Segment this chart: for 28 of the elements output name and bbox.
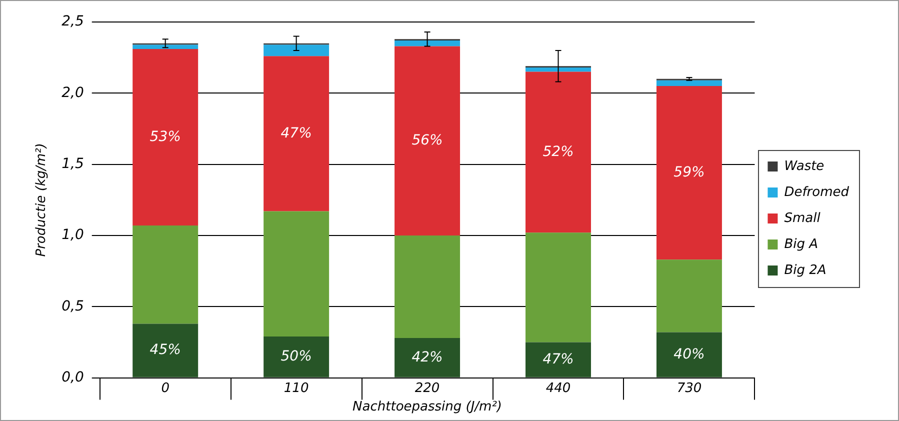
legend-label: Big A: [784, 236, 818, 252]
x-axis-title: Nachttoepassing (J/m²): [352, 400, 502, 415]
y-tick-label: 2,5: [62, 14, 84, 30]
annotation: 42%: [412, 349, 443, 366]
y-tick-label: 0,5: [62, 298, 84, 314]
y-tick-label: 1,5: [62, 156, 84, 172]
legend-label: Defromed: [784, 184, 850, 200]
legend-label: Small: [784, 210, 821, 226]
x-tick-label: 220: [414, 380, 440, 396]
annotation: 47%: [542, 351, 574, 368]
x-tick-label: 440: [546, 380, 571, 396]
annotation: 52%: [542, 144, 574, 160]
legend-label: Big 2A: [784, 262, 826, 278]
x-tick-label: 110: [284, 380, 309, 396]
annotation: 59%: [674, 164, 705, 180]
y-axis-title: Productie (kg/m²): [34, 143, 50, 257]
annotation: 47%: [280, 125, 312, 142]
y-tick-label: 2,0: [62, 84, 84, 101]
y-tick-label: 0,0: [62, 369, 84, 386]
x-tick-label: 730: [676, 380, 702, 396]
annotation: 50%: [280, 348, 312, 365]
legend-label: Waste: [784, 158, 824, 174]
annotation: 45%: [150, 342, 181, 358]
annotation: 53%: [150, 128, 181, 145]
y-tick-label: 1,0: [62, 227, 84, 244]
annotation: 56%: [412, 132, 443, 148]
x-tick-label: 0: [161, 380, 170, 396]
annotation: 40%: [674, 346, 705, 362]
